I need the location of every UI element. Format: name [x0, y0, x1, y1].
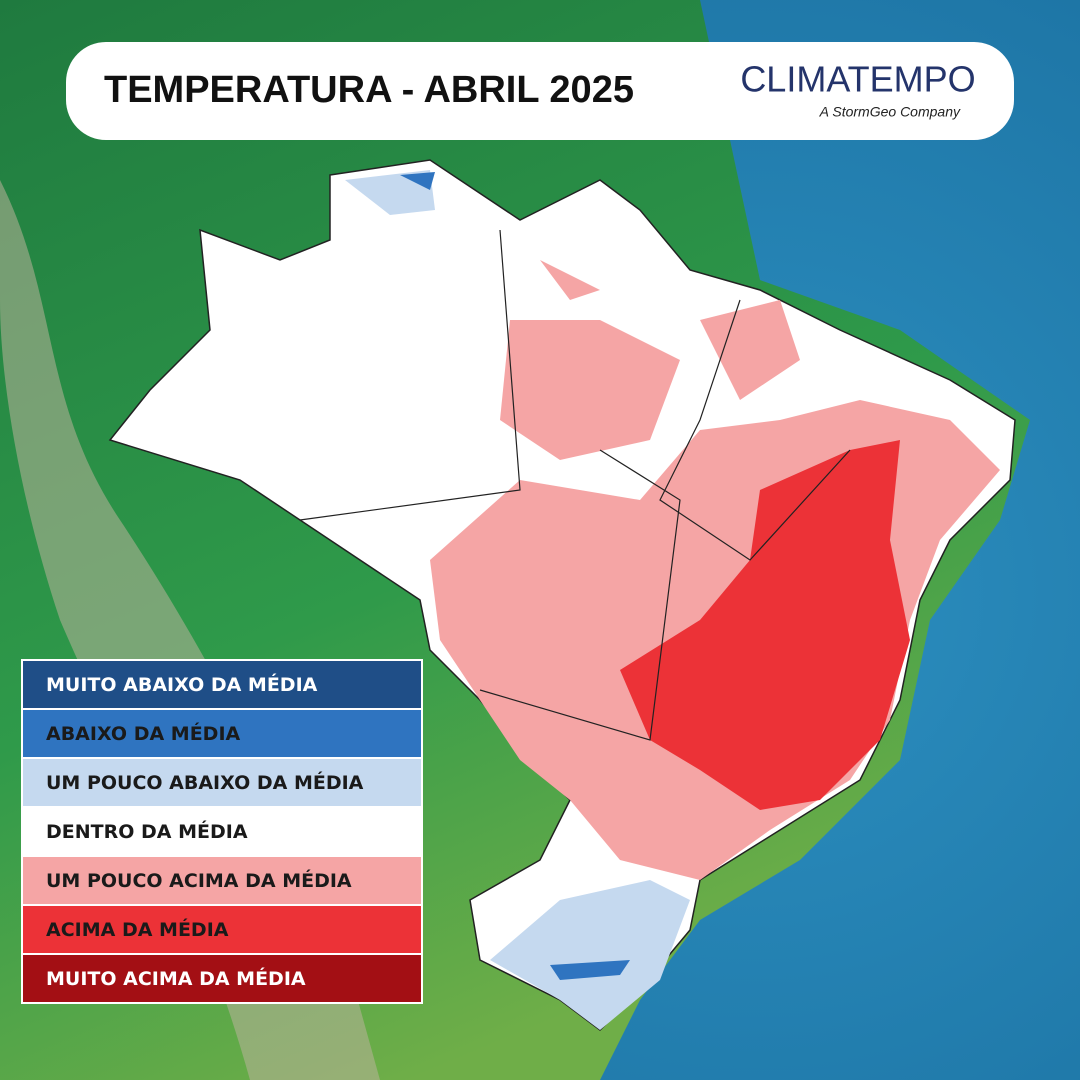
legend-swatch [21, 659, 423, 710]
legend-swatch [21, 953, 423, 1004]
legend-swatch [21, 904, 423, 955]
anomaly-areas [345, 170, 1000, 1030]
legend-label: MUITO ABAIXO DA MÉDIA [46, 673, 318, 696]
legend-label: ACIMA DA MÉDIA [46, 918, 229, 941]
title: TEMPERATURA - ABRIL 2025 [104, 69, 634, 111]
legend-label: UM POUCO ABAIXO DA MÉDIA [46, 771, 364, 794]
brand-logo: CLIMATEMPO [740, 59, 975, 100]
legend: MUITO ABAIXO DA MÉDIA ABAIXO DA MÉDIA UM P… [21, 659, 423, 1004]
legend-swatch [21, 757, 423, 808]
legend-swatch [21, 806, 423, 857]
state-borders [299, 229, 851, 741]
legend-label: ABAIXO DA MÉDIA [46, 722, 241, 745]
legend-label: MUITO ACIMA DA MÉDIA [46, 967, 306, 990]
brand-tagline: A StormGeo Company [819, 104, 961, 120]
legend-swatch [21, 708, 423, 759]
header-panel [66, 42, 1014, 140]
legend-label: UM POUCO ACIMA DA MÉDIA [46, 869, 352, 892]
legend-label: DENTRO DA MÉDIA [46, 820, 248, 843]
